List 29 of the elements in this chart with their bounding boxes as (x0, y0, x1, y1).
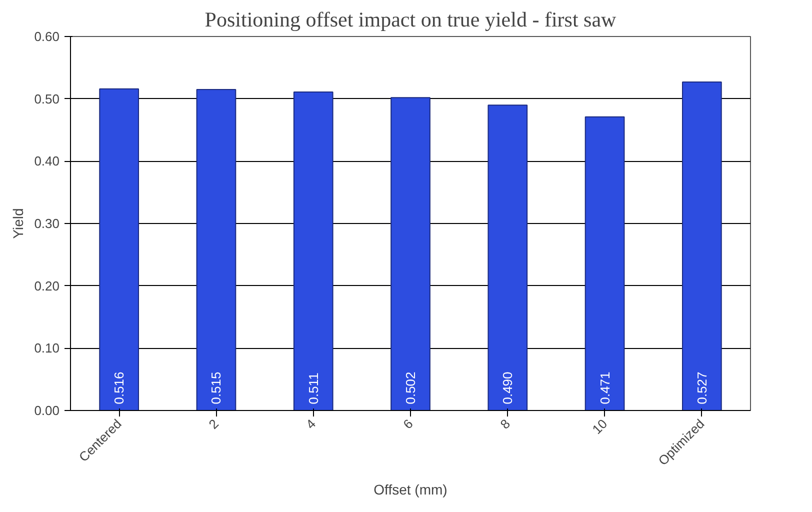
bar (682, 82, 722, 410)
bar (390, 97, 430, 410)
x-tick-label: 10 (589, 416, 610, 438)
data-label: 0.502 (403, 372, 418, 404)
data-label: 0.516 (112, 372, 127, 404)
y-tick-label: 0.00 (34, 403, 60, 418)
data-label: 0.527 (694, 372, 710, 404)
y-tick-label: 0.20 (34, 278, 60, 294)
data-label: 0.490 (500, 372, 516, 404)
y-tick-label: 0.50 (34, 91, 60, 106)
data-label: 0.471 (597, 372, 612, 404)
x-tick-label: 8 (497, 416, 513, 432)
bar (293, 91, 334, 410)
x-tick-label: 2 (206, 416, 222, 432)
x-tick-label: 4 (302, 416, 319, 432)
data-label: 0.511 (306, 372, 321, 404)
x-axis-title: Offset (mm) (374, 481, 448, 498)
bar (488, 104, 528, 410)
x-tick-label: 6 (400, 416, 416, 432)
bar (99, 88, 139, 410)
y-tick-label: 0.60 (34, 29, 60, 44)
bar (196, 88, 236, 410)
bar (584, 116, 625, 410)
y-tick-label: 0.10 (34, 340, 60, 356)
y-axis-title: Yield (10, 208, 26, 239)
chart-title: Positioning offset impact on true yield - first saw (204, 8, 618, 32)
y-tick-label: 0.40 (34, 154, 60, 169)
data-label: 0.515 (208, 372, 224, 404)
y-tick-label: 0.30 (34, 216, 60, 231)
